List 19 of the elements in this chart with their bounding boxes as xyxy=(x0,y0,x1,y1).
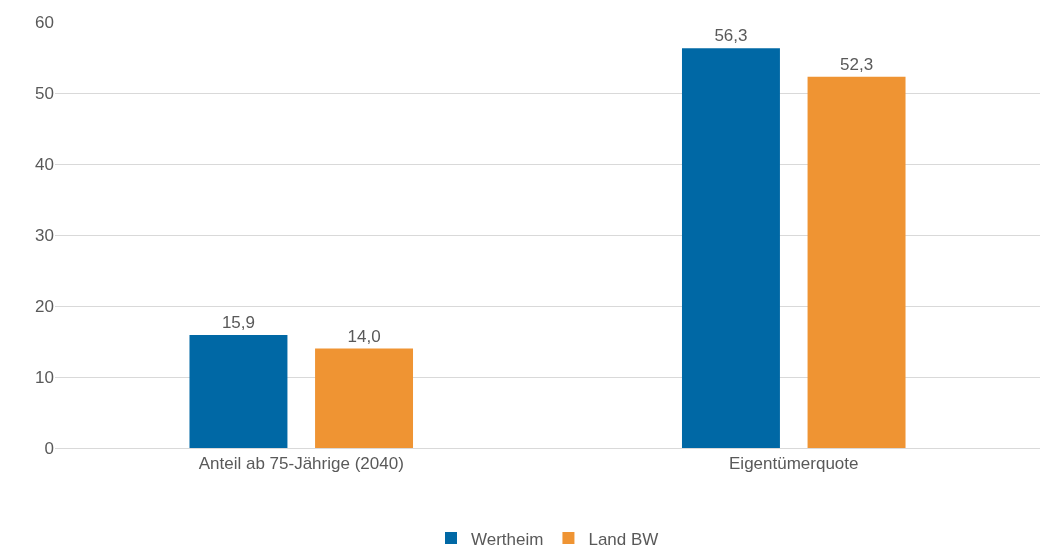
y-tick-label: 40 xyxy=(35,154,54,174)
data-label: 52,3 xyxy=(839,54,874,74)
y-tick-label: 30 xyxy=(35,225,54,245)
y-tick-label: 20 xyxy=(35,296,54,316)
bar xyxy=(681,48,780,448)
legend-label: Wertheim xyxy=(471,529,544,549)
y-tick-label: 10 xyxy=(35,367,54,387)
data-label: 15,9 xyxy=(221,313,256,333)
y-tick-label: 0 xyxy=(44,438,54,458)
data-label: 56,3 xyxy=(714,26,748,46)
bar xyxy=(807,76,906,448)
y-tick-label: 50 xyxy=(35,83,54,103)
legend-label: Land BW xyxy=(588,529,659,549)
data-label: 14,0 xyxy=(347,326,381,346)
bar xyxy=(315,348,414,448)
x-tick-label: Anteil ab 75-Jährige (2040) xyxy=(198,454,404,474)
x-tick-label: Eigentümerquote xyxy=(729,454,859,474)
bar xyxy=(189,335,288,448)
y-tick-label: 60 xyxy=(35,12,54,32)
